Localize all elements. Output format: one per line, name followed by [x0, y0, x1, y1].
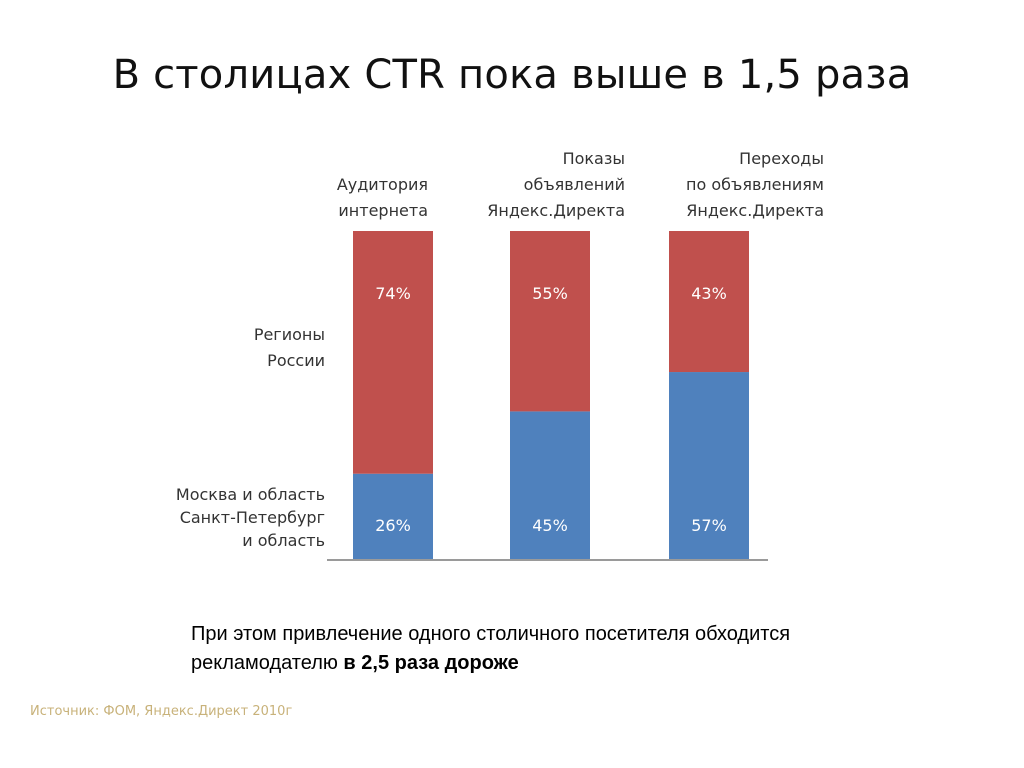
footnote-text: При этом привлечение одного столичного п… — [191, 620, 871, 678]
series-label-capitals-line-1: Санкт-Петербург — [180, 508, 325, 527]
value-label-2-0: 57% — [691, 516, 727, 535]
bar-segment-1-1 — [510, 231, 590, 412]
footnote-bold: в 2,5 раза дороже — [343, 652, 519, 674]
labels-layer: 26% 74% Аудитория интернета 45% 55% Показы объя… — [176, 149, 824, 550]
stacked-bar-chart: 26% 74% Аудитория интернета 45% 55% Показы объя… — [176, 149, 824, 561]
column-header-0-line-1: интернета — [338, 201, 428, 220]
series-label-capitals-line-0: Москва и область — [176, 485, 325, 504]
slide-title: В столицах CTR пока выше в 1,5 раза — [112, 52, 912, 98]
column-header-2-line-0: Переходы — [739, 149, 824, 168]
value-label-0-0: 26% — [375, 516, 411, 535]
value-label-0-1: 74% — [375, 284, 411, 303]
bar-segment-0-1 — [353, 231, 433, 474]
column-header-0-line-0: Аудитория — [337, 175, 428, 194]
series-label-capitals-line-2: и область — [242, 531, 325, 550]
footnote-regular: При этом привлечение одного столичного п… — [191, 623, 791, 674]
bar-segment-2-1 — [669, 231, 749, 373]
value-label-1-1: 55% — [532, 284, 568, 303]
column-header-2-line-2: Яндекс.Директа — [686, 201, 824, 220]
series-label-regions-line-0: Регионы — [254, 325, 325, 344]
value-label-2-1: 43% — [691, 284, 727, 303]
series-label-regions-line-1: России — [267, 351, 325, 370]
column-header-1-line-1: объявлений — [524, 175, 625, 194]
value-label-1-0: 45% — [532, 516, 568, 535]
column-header-1-line-2: Яндекс.Директа — [487, 201, 625, 220]
bar-segment-0-0 — [353, 473, 433, 559]
source-caption: Источник: ФОМ, Яндекс.Директ 2010г — [30, 704, 293, 719]
column-header-1-line-0: Показы — [563, 149, 625, 168]
column-header-2-line-1: по объявлениям — [686, 175, 824, 194]
bar-segment-1-0 — [510, 411, 590, 559]
bars-layer — [353, 231, 749, 559]
bar-segment-2-0 — [669, 372, 749, 559]
